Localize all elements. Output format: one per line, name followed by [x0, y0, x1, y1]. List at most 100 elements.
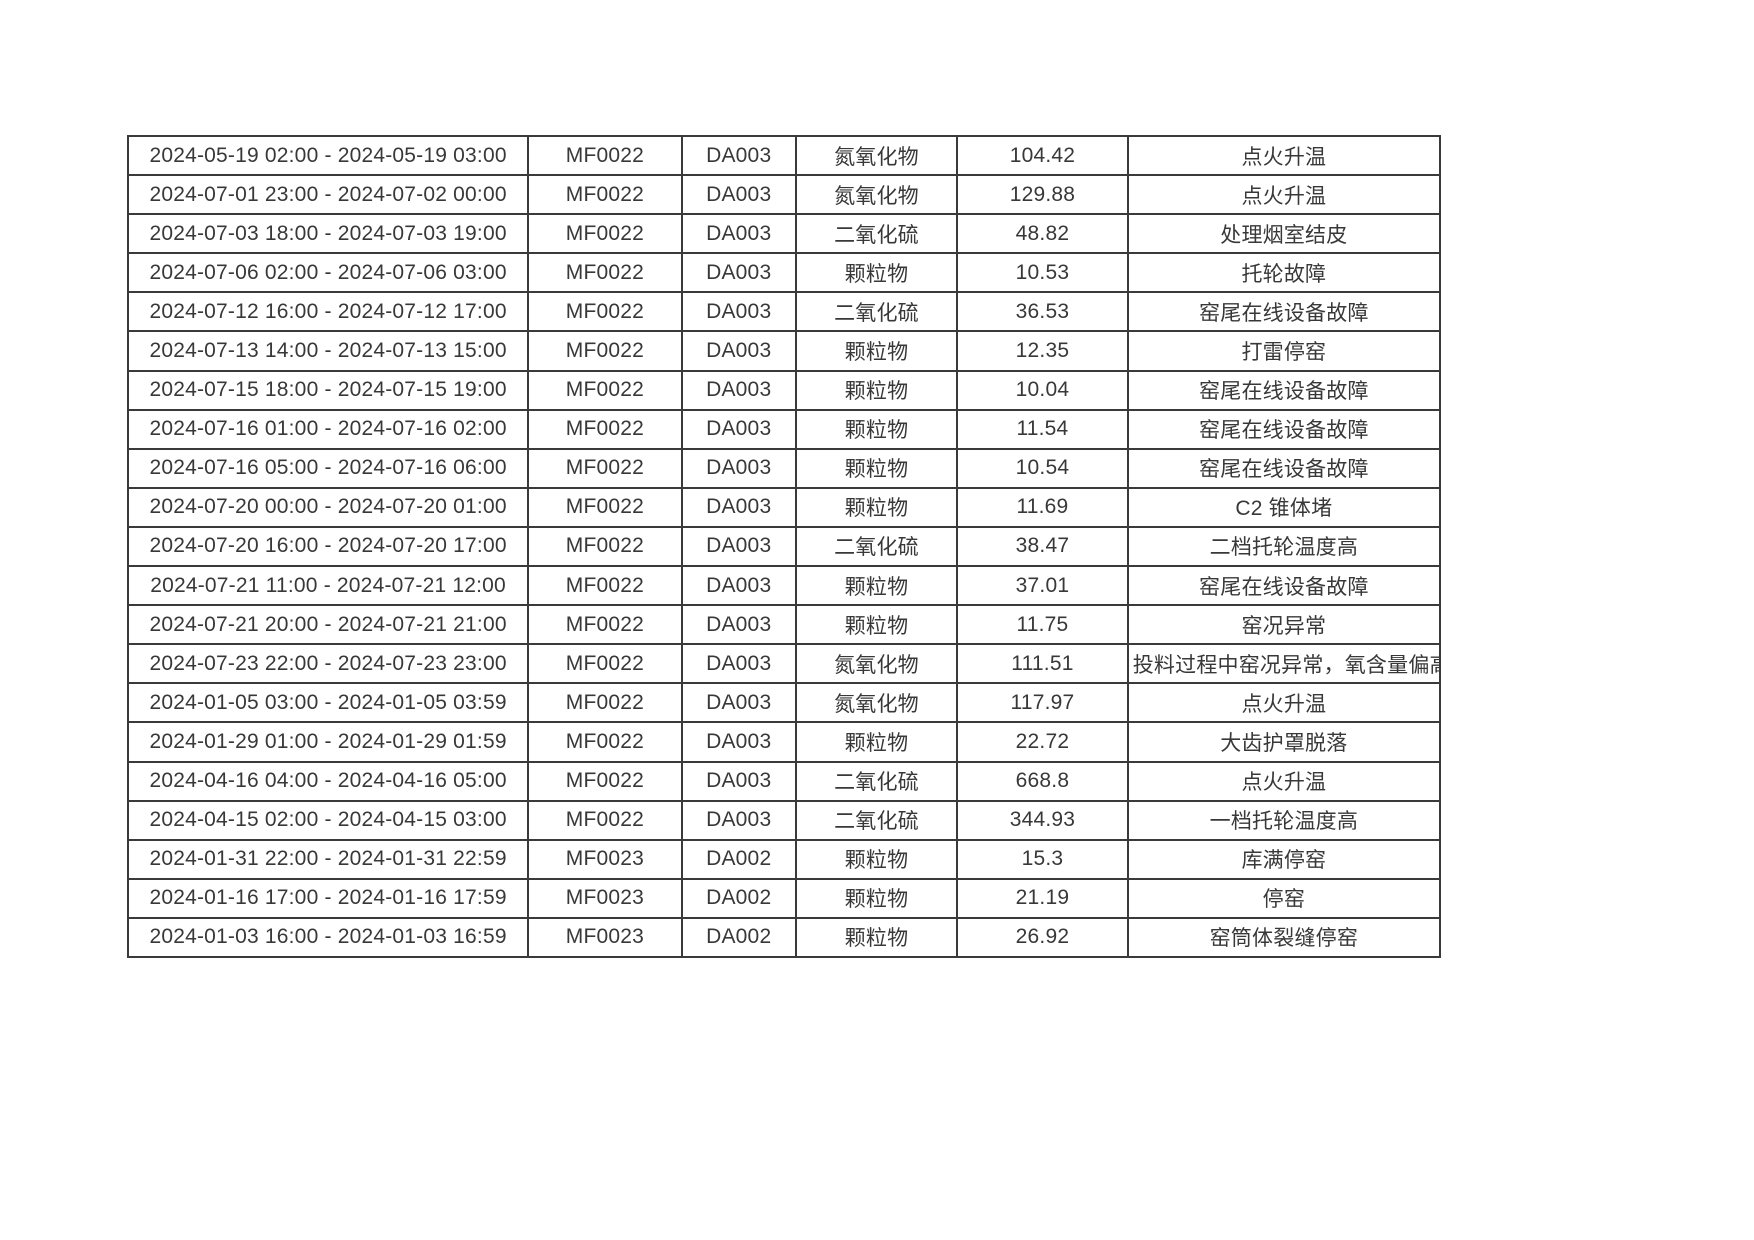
cell-outlet-code: DA003: [680, 682, 797, 724]
cell-value: 129.88: [956, 174, 1129, 216]
cell-outlet-code: DA003: [680, 213, 797, 255]
cell-reason: 一档托轮温度高: [1126, 799, 1442, 841]
cell-facility-code: MF0022: [527, 799, 683, 841]
cell-value: 22.72: [956, 721, 1129, 763]
cell-pollutant: 颗粒物: [794, 369, 959, 411]
cell-reason: 窑尾在线设备故障: [1126, 565, 1442, 607]
table-row: 2024-07-23 22:00 - 2024-07-23 23:00 MF00…: [126, 643, 1442, 685]
cell-reason: 库满停窑: [1126, 838, 1442, 880]
cell-value: 668.8: [956, 760, 1129, 802]
cell-value: 21.19: [956, 877, 1129, 919]
cell-facility-code: MF0022: [527, 486, 683, 528]
cell-reason: 大齿护罩脱落: [1126, 721, 1442, 763]
table-row: 2024-07-16 05:00 - 2024-07-16 06:00 MF00…: [126, 447, 1442, 489]
cell-facility-code: MF0022: [527, 760, 683, 802]
cell-facility-code: MF0023: [527, 916, 683, 958]
cell-time-range: 2024-01-16 17:00 - 2024-01-16 17:59: [126, 877, 530, 919]
cell-facility-code: MF0022: [527, 682, 683, 724]
cell-time-range: 2024-07-16 01:00 - 2024-07-16 02:00: [126, 408, 530, 450]
table-row: 2024-07-12 16:00 - 2024-07-12 17:00 MF00…: [126, 291, 1442, 333]
cell-pollutant: 颗粒物: [794, 486, 959, 528]
cell-time-range: 2024-07-15 18:00 - 2024-07-15 19:00: [126, 369, 530, 411]
cell-value: 10.04: [956, 369, 1129, 411]
table-row: 2024-04-16 04:00 - 2024-04-16 05:00 MF00…: [126, 760, 1442, 802]
table-row: 2024-04-15 02:00 - 2024-04-15 03:00 MF00…: [126, 799, 1442, 841]
cell-reason: 窑尾在线设备故障: [1126, 369, 1442, 411]
cell-time-range: 2024-07-03 18:00 - 2024-07-03 19:00: [126, 213, 530, 255]
table-row: 2024-01-03 16:00 - 2024-01-03 16:59 MF00…: [126, 916, 1442, 958]
cell-outlet-code: DA003: [680, 604, 797, 646]
table-row: 2024-07-03 18:00 - 2024-07-03 19:00 MF00…: [126, 213, 1442, 255]
cell-value: 111.51: [956, 643, 1129, 685]
cell-pollutant: 颗粒物: [794, 604, 959, 646]
cell-pollutant: 氮氧化物: [794, 643, 959, 685]
cell-pollutant: 颗粒物: [794, 838, 959, 880]
cell-facility-code: MF0023: [527, 838, 683, 880]
cell-outlet-code: DA003: [680, 330, 797, 372]
cell-time-range: 2024-05-19 02:00 - 2024-05-19 03:00: [126, 134, 530, 177]
cell-facility-code: MF0022: [527, 252, 683, 294]
cell-value: 48.82: [956, 213, 1129, 255]
cell-pollutant: 颗粒物: [794, 877, 959, 919]
cell-facility-code: MF0022: [527, 565, 683, 607]
cell-time-range: 2024-07-21 11:00 - 2024-07-21 12:00: [126, 565, 530, 607]
cell-pollutant: 二氧化硫: [794, 799, 959, 841]
cell-value: 344.93: [956, 799, 1129, 841]
cell-pollutant: 二氧化硫: [794, 760, 959, 802]
cell-facility-code: MF0022: [527, 721, 683, 763]
cell-time-range: 2024-01-29 01:00 - 2024-01-29 01:59: [126, 721, 530, 763]
table-row: 2024-07-16 01:00 - 2024-07-16 02:00 MF00…: [126, 408, 1442, 450]
cell-value: 38.47: [956, 525, 1129, 568]
cell-pollutant: 颗粒物: [794, 565, 959, 607]
cell-reason: 停窑: [1126, 877, 1442, 919]
cell-value: 37.01: [956, 565, 1129, 607]
cell-time-range: 2024-07-12 16:00 - 2024-07-12 17:00: [126, 291, 530, 333]
table-row: 2024-01-05 03:00 - 2024-01-05 03:59 MF00…: [126, 682, 1442, 724]
cell-time-range: 2024-01-03 16:00 - 2024-01-03 16:59: [126, 916, 530, 958]
cell-value: 104.42: [956, 134, 1129, 177]
cell-pollutant: 氮氧化物: [794, 134, 959, 177]
cell-facility-code: MF0022: [527, 213, 683, 255]
cell-reason: 打雷停窑: [1126, 330, 1442, 372]
cell-pollutant: 氮氧化物: [794, 682, 959, 724]
cell-facility-code: MF0022: [527, 643, 683, 685]
cell-facility-code: MF0022: [527, 408, 683, 450]
cell-time-range: 2024-07-23 22:00 - 2024-07-23 23:00: [126, 643, 530, 685]
cell-time-range: 2024-07-20 16:00 - 2024-07-20 17:00: [126, 525, 530, 568]
cell-outlet-code: DA003: [680, 369, 797, 411]
cell-reason: 窑况异常: [1126, 604, 1442, 646]
cell-value: 36.53: [956, 291, 1129, 333]
table-row: 2024-07-21 11:00 - 2024-07-21 12:00 MF00…: [126, 565, 1442, 607]
table-row: 2024-07-20 16:00 - 2024-07-20 17:00 MF00…: [126, 525, 1442, 568]
cell-reason: 点火升温: [1126, 134, 1442, 177]
cell-pollutant: 颗粒物: [794, 408, 959, 450]
cell-outlet-code: DA003: [680, 252, 797, 294]
table-row: 2024-07-21 20:00 - 2024-07-21 21:00 MF00…: [126, 604, 1442, 646]
cell-outlet-code: DA003: [680, 525, 797, 568]
cell-time-range: 2024-01-31 22:00 - 2024-01-31 22:59: [126, 838, 530, 880]
cell-value: 117.97: [956, 682, 1129, 724]
cell-outlet-code: DA003: [680, 134, 797, 177]
cell-value: 26.92: [956, 916, 1129, 958]
cell-value: 12.35: [956, 330, 1129, 372]
cell-outlet-code: DA003: [680, 760, 797, 802]
cell-time-range: 2024-04-15 02:00 - 2024-04-15 03:00: [126, 799, 530, 841]
cell-outlet-code: DA003: [680, 291, 797, 333]
cell-value: 10.53: [956, 252, 1129, 294]
cell-pollutant: 氮氧化物: [794, 174, 959, 216]
cell-outlet-code: DA003: [680, 408, 797, 450]
cell-pollutant: 颗粒物: [794, 721, 959, 763]
cell-time-range: 2024-07-16 05:00 - 2024-07-16 06:00: [126, 447, 530, 489]
cell-value: 11.69: [956, 486, 1129, 528]
table-row: 2024-07-06 02:00 - 2024-07-06 03:00 MF00…: [126, 252, 1442, 294]
cell-time-range: 2024-07-21 20:00 - 2024-07-21 21:00: [126, 604, 530, 646]
cell-reason: 处理烟室结皮: [1126, 213, 1442, 255]
cell-facility-code: MF0022: [527, 369, 683, 411]
cell-outlet-code: DA002: [680, 877, 797, 919]
cell-time-range: 2024-01-05 03:00 - 2024-01-05 03:59: [126, 682, 530, 724]
table-row: 2024-05-19 02:00 - 2024-05-19 03:00 MF00…: [126, 134, 1442, 177]
cell-facility-code: MF0023: [527, 877, 683, 919]
cell-time-range: 2024-07-06 02:00 - 2024-07-06 03:00: [126, 252, 530, 294]
cell-time-range: 2024-07-01 23:00 - 2024-07-02 00:00: [126, 174, 530, 216]
cell-reason: C2 锥体堵: [1126, 486, 1442, 528]
